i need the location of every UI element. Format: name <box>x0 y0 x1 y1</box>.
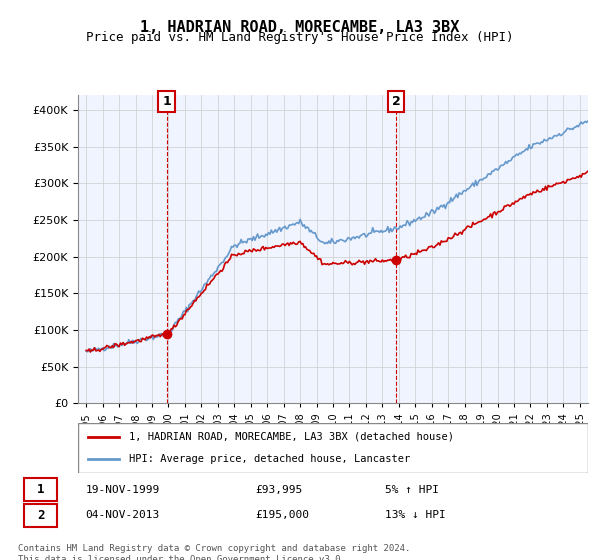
Text: £93,995: £93,995 <box>255 484 302 494</box>
Text: £195,000: £195,000 <box>255 510 309 520</box>
Text: 2: 2 <box>37 509 44 522</box>
FancyBboxPatch shape <box>78 423 588 473</box>
Text: 5% ↑ HPI: 5% ↑ HPI <box>385 484 439 494</box>
Text: 1, HADRIAN ROAD, MORECAMBE, LA3 3BX (detached house): 1, HADRIAN ROAD, MORECAMBE, LA3 3BX (det… <box>129 432 454 442</box>
Text: 1: 1 <box>37 483 44 496</box>
Text: HPI: Average price, detached house, Lancaster: HPI: Average price, detached house, Lanc… <box>129 454 410 464</box>
Text: 19-NOV-1999: 19-NOV-1999 <box>86 484 160 494</box>
Text: Price paid vs. HM Land Registry's House Price Index (HPI): Price paid vs. HM Land Registry's House … <box>86 31 514 44</box>
Text: 13% ↓ HPI: 13% ↓ HPI <box>385 510 445 520</box>
Text: 1: 1 <box>162 95 171 108</box>
Text: 1, HADRIAN ROAD, MORECAMBE, LA3 3BX: 1, HADRIAN ROAD, MORECAMBE, LA3 3BX <box>140 20 460 35</box>
Text: Contains HM Land Registry data © Crown copyright and database right 2024.
This d: Contains HM Land Registry data © Crown c… <box>18 544 410 560</box>
Text: 04-NOV-2013: 04-NOV-2013 <box>86 510 160 520</box>
Text: 2: 2 <box>392 95 401 108</box>
FancyBboxPatch shape <box>23 478 58 501</box>
FancyBboxPatch shape <box>23 505 58 526</box>
